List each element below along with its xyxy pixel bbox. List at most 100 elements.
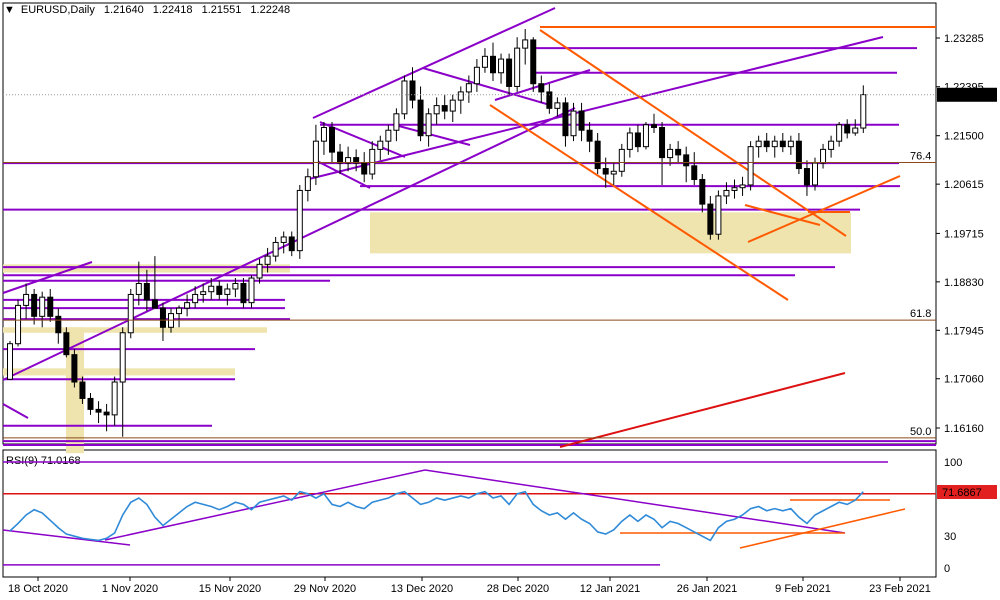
- open-value: 1.21640: [103, 4, 144, 16]
- candle-body: [626, 132, 633, 150]
- candle: [594, 132, 601, 175]
- candle-body: [176, 307, 183, 315]
- candle-body: [634, 132, 641, 148]
- candle: [71, 349, 78, 388]
- candle-body: [522, 39, 529, 49]
- candle-body: [224, 288, 231, 295]
- y-tick-label: 1.16160: [944, 423, 984, 435]
- support-zone-1: [3, 264, 290, 273]
- candle-body: [659, 126, 666, 159]
- x-tick-label: 9 Feb 2021: [775, 583, 831, 595]
- candle: [111, 376, 118, 426]
- candle: [39, 291, 46, 328]
- candle-body: [296, 189, 303, 252]
- candle: [659, 122, 666, 185]
- x-tick-label: 15 Nov 2020: [199, 583, 261, 595]
- candle-body: [771, 140, 778, 148]
- candle-body: [304, 176, 311, 191]
- trendline-orange-4: [744, 204, 821, 226]
- trendline-purple-1: [2, 261, 93, 294]
- candle: [562, 97, 569, 147]
- candle: [119, 327, 126, 437]
- candle: [618, 143, 625, 177]
- fib-label-1: 61.8: [910, 308, 931, 320]
- candle: [860, 85, 867, 133]
- candle: [337, 143, 344, 175]
- candle-body: [457, 91, 464, 101]
- candle-body: [184, 302, 191, 309]
- candle-body: [248, 277, 255, 304]
- candle-body: [345, 157, 352, 164]
- candle-body: [683, 154, 690, 167]
- candle-body: [272, 241, 279, 257]
- candle-body: [715, 195, 722, 235]
- rsi-trendline-3: [739, 508, 906, 549]
- candle-body: [699, 178, 706, 205]
- candle: [216, 280, 223, 300]
- candle-body: [240, 282, 247, 304]
- candle: [79, 376, 86, 404]
- candle-body: [95, 408, 102, 413]
- candle-body: [23, 293, 30, 306]
- candle: [224, 283, 231, 306]
- candle: [159, 302, 166, 341]
- candle-body: [280, 236, 287, 243]
- candle: [626, 127, 633, 158]
- candle: [264, 247, 271, 273]
- candle-body: [329, 126, 335, 153]
- candle-body: [79, 381, 86, 399]
- candle-body: [208, 285, 215, 293]
- candle: [425, 108, 432, 147]
- candle-body: [151, 299, 158, 309]
- y-tick-label: 1.19715: [944, 228, 984, 240]
- candle: [490, 42, 496, 81]
- trendline-purple-7: [422, 67, 551, 106]
- x-tick-label: 29 Nov 2020: [294, 583, 356, 595]
- candle: [586, 122, 593, 153]
- candle-body: [417, 99, 424, 137]
- candle: [409, 67, 416, 109]
- candle: [7, 340, 13, 380]
- candle: [473, 59, 480, 92]
- support-zone-0: [370, 212, 851, 254]
- candle: [272, 236, 279, 262]
- x-tick-label: 1 Nov 2020: [102, 583, 158, 595]
- candle: [200, 283, 207, 303]
- candle-body: [337, 151, 344, 164]
- candle: [465, 75, 472, 103]
- y-tick-label: 1.23285: [944, 33, 984, 45]
- trendline-orange-1: [539, 29, 847, 237]
- candle: [506, 53, 513, 95]
- candle-body: [63, 332, 70, 356]
- low-value: 1.21551: [201, 4, 242, 16]
- candle-body: [787, 140, 794, 148]
- candle: [610, 163, 617, 185]
- candle: [795, 132, 802, 175]
- candle: [771, 135, 778, 158]
- candle: [135, 261, 142, 306]
- rsi-trendline-1: [104, 469, 426, 541]
- candle-body: [449, 99, 456, 112]
- candle: [393, 108, 400, 142]
- candle: [87, 392, 94, 415]
- candle: [723, 182, 730, 205]
- candle-body: [111, 381, 118, 416]
- candle: [844, 119, 851, 139]
- candle: [570, 102, 577, 142]
- candle: [208, 278, 215, 300]
- candle-body: [514, 47, 521, 87]
- rsi-current-badge: [937, 485, 997, 500]
- y-tick-label: 1.20615: [944, 179, 984, 191]
- symbol-dropdown-icon[interactable]: ▼: [4, 4, 15, 16]
- candle-body: [707, 203, 714, 235]
- candle-body: [562, 102, 569, 137]
- candle-body: [506, 58, 513, 87]
- candle-body: [739, 184, 746, 189]
- candle: [143, 269, 150, 311]
- candle-body: [473, 66, 480, 85]
- trendline-red: [559, 372, 846, 448]
- y-tick-label: 1.18830: [944, 277, 984, 289]
- candle: [103, 403, 110, 432]
